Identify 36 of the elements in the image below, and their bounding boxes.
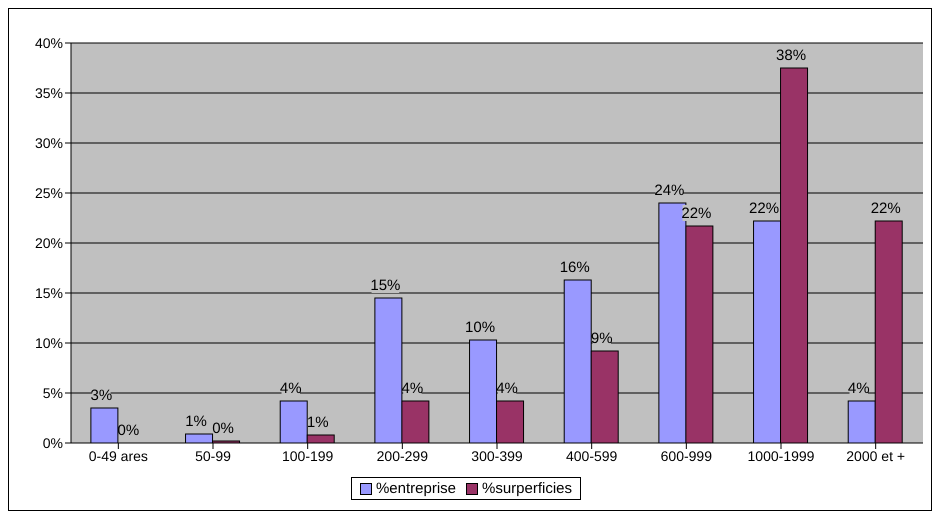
y-tick-label: 25% bbox=[34, 184, 63, 201]
x-tick-label: 0-49 ares bbox=[88, 448, 148, 464]
y-tick-label: 20% bbox=[34, 234, 63, 251]
data-label: 4% bbox=[496, 380, 518, 397]
x-tick-label: 2000 et + bbox=[846, 448, 906, 464]
y-tick-label: 10% bbox=[34, 334, 63, 351]
x-tick-label: 100-199 bbox=[282, 448, 334, 464]
data-label: 16% bbox=[560, 259, 590, 276]
x-tick-label: 200-299 bbox=[376, 448, 428, 464]
data-label: 15% bbox=[370, 277, 400, 294]
data-label: 3% bbox=[90, 387, 112, 404]
y-tick-label: 15% bbox=[34, 284, 63, 301]
data-label: 24% bbox=[654, 182, 684, 199]
y-tick-label: 0% bbox=[42, 434, 63, 451]
data-label: 1% bbox=[185, 413, 207, 430]
y-tick-label: 5% bbox=[42, 384, 63, 401]
data-label: 22% bbox=[749, 200, 780, 217]
data-label: 4% bbox=[280, 380, 302, 397]
data-label: 9% bbox=[590, 330, 613, 347]
data-label: 38% bbox=[776, 47, 806, 64]
data-label: 1% bbox=[306, 414, 329, 431]
y-tick-label: 40% bbox=[34, 34, 63, 51]
data-label: 22% bbox=[681, 205, 712, 222]
y-tick-label: 30% bbox=[34, 134, 63, 151]
legend-label: %entreprise bbox=[374, 480, 456, 497]
x-tick-label: 300-399 bbox=[471, 448, 523, 464]
x-tick-label: 600-999 bbox=[660, 448, 712, 464]
y-tick-label: 35% bbox=[34, 84, 63, 101]
data-label: 22% bbox=[870, 200, 901, 217]
x-tick-label: 400-599 bbox=[566, 448, 618, 464]
x-tick-label: 50-99 bbox=[195, 448, 232, 464]
data-label: 4% bbox=[848, 380, 870, 397]
data-label: 0% bbox=[212, 420, 234, 437]
legend-label: %surperficies bbox=[481, 480, 572, 497]
x-tick-label: 1000-1999 bbox=[748, 448, 815, 464]
data-label: 10% bbox=[465, 319, 496, 336]
